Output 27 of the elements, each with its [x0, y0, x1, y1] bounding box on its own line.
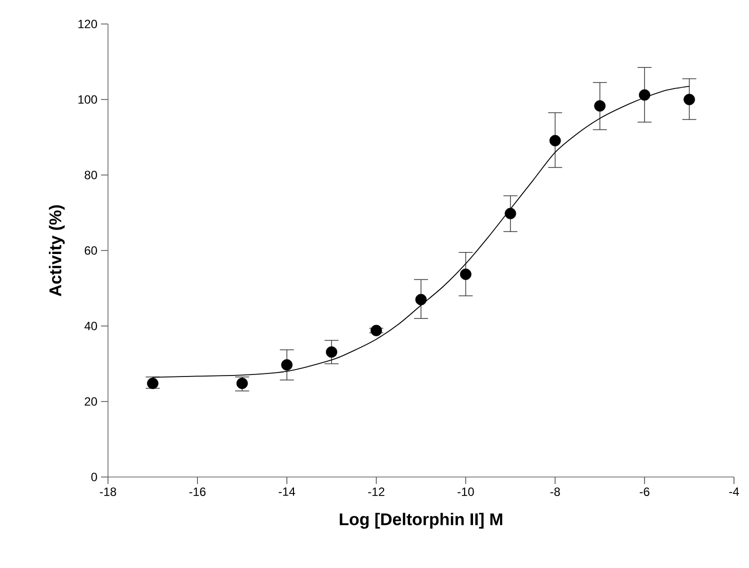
x-tick-label: -18 [100, 488, 116, 496]
point [460, 268, 472, 280]
y-tick-label: 40 [84, 322, 98, 330]
x-tick-label: -4 [729, 488, 739, 496]
y-tick-label: 100 [78, 95, 98, 104]
x-tick-label: -8 [550, 488, 560, 496]
point [549, 134, 561, 146]
x-tick-label: -10 [458, 488, 474, 496]
x-tick-label: -12 [368, 488, 384, 496]
point [684, 94, 695, 106]
point [504, 208, 516, 220]
y-tick-label: 0 [91, 472, 98, 482]
point [594, 100, 606, 112]
y-tick-label: 60 [84, 246, 98, 255]
point [326, 346, 338, 358]
point [281, 359, 293, 371]
y-tick-label: 120 [78, 20, 98, 28]
x-tick-label: -14 [278, 488, 296, 496]
y-tick-label: 80 [84, 170, 98, 180]
y-axis-title: Activity (%) [48, 205, 65, 296]
point [370, 324, 382, 336]
x-axis-title: Log [Deltorphin II] M [340, 512, 502, 529]
point [415, 294, 427, 306]
point [638, 89, 650, 101]
x-tick-label: -6 [640, 488, 650, 496]
x-tick-label: -16 [189, 488, 206, 496]
y-tick-label: 20 [84, 397, 98, 406]
